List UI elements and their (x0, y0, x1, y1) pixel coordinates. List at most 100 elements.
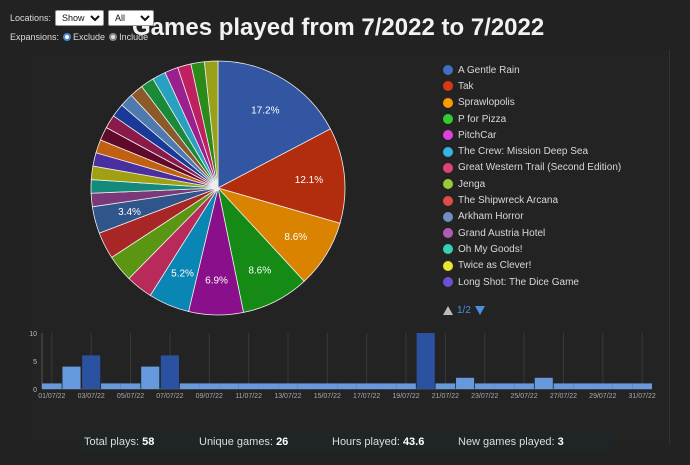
legend-label: The Crew: Mission Deep Sea (458, 146, 589, 158)
daily-bar[interactable] (219, 383, 239, 389)
legend-label: Sprawlopolis (458, 97, 515, 109)
x-tick-label: 23/07/22 (471, 393, 498, 400)
pie-slice-label: 12.1% (295, 175, 323, 186)
legend-swatch (443, 146, 453, 157)
legend-swatch (443, 260, 453, 271)
legend-pager: 1/2 (443, 305, 485, 316)
daily-bar[interactable] (376, 383, 397, 389)
previous-page-icon[interactable] (443, 306, 453, 315)
legend-item[interactable]: The Crew: Mission Deep Sea (443, 143, 621, 159)
legend-item[interactable]: The Shipwreck Arcana (443, 192, 621, 208)
legend-label: Jenga (458, 178, 486, 190)
x-tick-label: 17/07/22 (353, 393, 380, 400)
legend-item[interactable]: Jenga (443, 176, 621, 192)
locations-filter-select[interactable]: All (108, 10, 155, 26)
legend-label: Great Western Trail (Second Edition) (458, 162, 622, 174)
legend-swatch (443, 195, 453, 206)
x-tick-label: 21/07/22 (432, 393, 459, 400)
x-tick-label: 27/07/22 (550, 393, 577, 400)
daily-bar[interactable] (317, 383, 338, 389)
pie-slice-label: 6.9% (205, 275, 228, 286)
pie-slice[interactable] (217, 60, 331, 189)
daily-bar[interactable] (42, 383, 62, 389)
daily-bar[interactable] (494, 383, 515, 389)
pie-slice[interactable] (203, 60, 219, 189)
x-tick-label: 13/07/22 (274, 393, 301, 400)
daily-bar[interactable] (553, 383, 574, 389)
daily-bar[interactable] (592, 383, 613, 389)
legend-item[interactable]: Oh My Goods! (443, 241, 621, 257)
x-tick-label: 31/07/22 (629, 393, 656, 400)
legend-item[interactable]: Grand Austria Hotel (443, 225, 621, 241)
daily-bar[interactable] (612, 383, 633, 389)
pie-slice[interactable] (216, 128, 346, 224)
stat-hours-played: Hours played: 43.6 (332, 436, 425, 448)
legend-label: PitchCar (458, 129, 497, 141)
daily-bar[interactable] (141, 366, 160, 389)
pie-slice-label: 8.6% (248, 265, 271, 276)
daily-bar[interactable] (199, 383, 220, 389)
legend-swatch (443, 65, 453, 76)
pie-slice-label: 5.2% (171, 268, 194, 279)
exclude-label: Exclude (73, 32, 106, 42)
daily-bar[interactable] (238, 383, 259, 389)
stats-bar: Total plays: 58 Unique games: 26 Hours p… (78, 432, 613, 452)
radio-unselected-icon (109, 33, 118, 41)
y-tick-label: 10 (29, 331, 37, 338)
legend-item[interactable]: Tak (443, 78, 621, 94)
daily-bar[interactable] (160, 355, 179, 389)
daily-bar[interactable] (474, 383, 495, 389)
daily-bar[interactable] (258, 383, 279, 389)
legend-swatch (443, 162, 453, 173)
legend-item[interactable]: Long Shot: The Dice Game (443, 274, 621, 290)
legend-label: Grand Austria Hotel (458, 227, 546, 239)
daily-bar[interactable] (632, 383, 652, 389)
daily-bar[interactable] (534, 377, 553, 389)
daily-bar[interactable] (120, 383, 141, 389)
legend-page-indicator: 1/2 (457, 305, 471, 316)
stat-unique-games: Unique games: 26 (199, 436, 289, 448)
daily-bar[interactable] (82, 355, 101, 389)
include-radio[interactable]: Include (109, 32, 148, 42)
radio-selected-icon (63, 33, 72, 41)
daily-bar[interactable] (396, 383, 416, 389)
daily-bar[interactable] (278, 383, 298, 389)
daily-bar[interactable] (101, 383, 121, 389)
legend-label: P for Pizza (458, 113, 507, 125)
pie-chart: 17.2% 12.1% 8.6% 8.6% 6.9% 5.2% 3.4% (90, 60, 346, 316)
daily-bar[interactable] (514, 383, 534, 389)
legend-item[interactable]: P for Pizza (443, 111, 621, 127)
daily-bar[interactable] (179, 383, 200, 389)
x-tick-label: 03/07/22 (78, 393, 105, 400)
daily-bar[interactable] (297, 383, 318, 389)
stat-new-games: New games played: 3 (458, 436, 564, 448)
daily-bar[interactable] (435, 383, 456, 389)
y-tick-label: 5 (33, 359, 37, 366)
daily-bar[interactable] (573, 383, 593, 389)
legend-item[interactable]: Twice as Clever! (443, 258, 621, 274)
legend-item[interactable]: PitchCar (443, 127, 621, 143)
legend-swatch (443, 211, 453, 222)
legend-item[interactable]: A Gentle Rain (443, 62, 621, 78)
x-tick-label: 25/07/22 (510, 393, 537, 400)
locations-show-select[interactable]: Show (55, 10, 105, 26)
daily-bar[interactable] (337, 383, 357, 389)
daily-bar[interactable] (456, 377, 475, 389)
daily-bar[interactable] (416, 333, 435, 389)
next-page-icon[interactable] (474, 306, 485, 315)
expansions-label: Expansions: (10, 32, 60, 42)
legend-label: Oh My Goods! (458, 243, 523, 255)
legend-swatch (443, 228, 453, 239)
legend-label: Arkham Horror (458, 211, 524, 223)
daily-bar[interactable] (62, 366, 81, 389)
y-tick-label: 0 (33, 387, 37, 394)
page-title: Games played from 7/2022 to 7/2022 (132, 14, 545, 41)
legend-label: A Gentle Rain (458, 64, 520, 76)
x-tick-label: 01/07/22 (38, 393, 65, 400)
daily-bar[interactable] (356, 383, 377, 389)
legend-item[interactable]: Great Western Trail (Second Edition) (443, 160, 621, 176)
exclude-radio[interactable]: Exclude (63, 32, 105, 42)
legend-item[interactable]: Sprawlopolis (443, 95, 621, 111)
legend-swatch (443, 114, 453, 125)
legend-item[interactable]: Arkham Horror (443, 209, 621, 225)
